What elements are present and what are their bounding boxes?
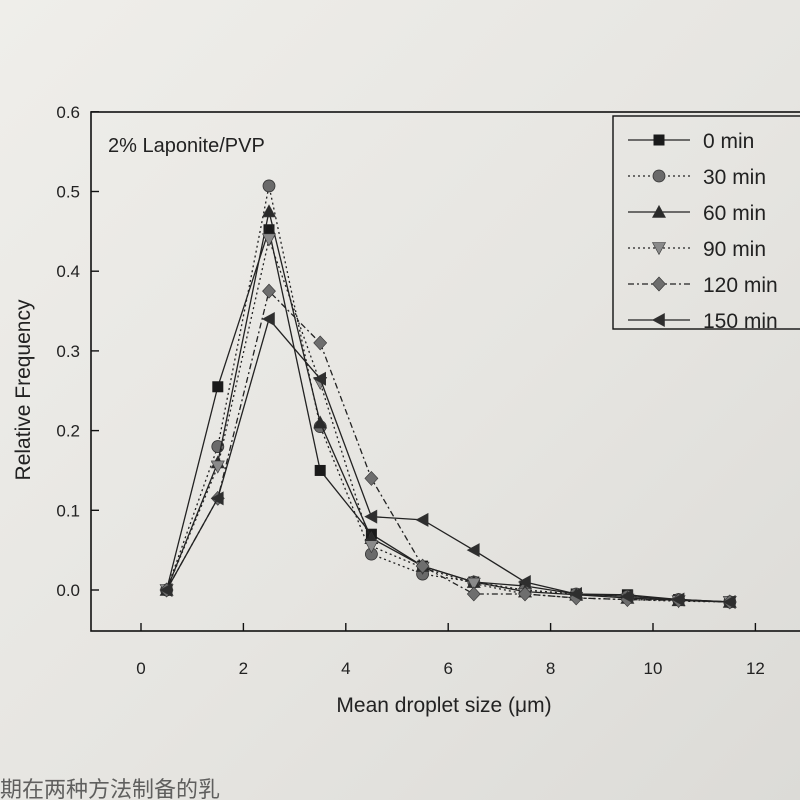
data-point — [364, 470, 379, 486]
data-point — [517, 575, 531, 590]
data-point — [261, 233, 277, 247]
data-point — [466, 577, 481, 591]
series-line — [165, 185, 730, 603]
legend-marker — [651, 312, 665, 328]
y-tick-label: 0.3 — [56, 342, 80, 361]
legend-marker — [651, 242, 667, 256]
data-point — [466, 586, 481, 602]
legend-label: 30 min — [703, 166, 766, 189]
data-point — [518, 586, 532, 602]
data-point — [262, 179, 276, 193]
data-point — [364, 509, 378, 524]
legend-marker — [652, 276, 666, 292]
data-point — [671, 592, 685, 607]
data-point — [263, 224, 275, 236]
legend-label: 60 min — [703, 202, 766, 225]
y-tick-label: 0.2 — [56, 422, 80, 441]
y-axis-title: Relative Frequency — [12, 299, 35, 480]
series-line — [166, 289, 730, 603]
data-point — [364, 540, 379, 554]
data-point — [210, 460, 225, 474]
data-point — [313, 335, 328, 351]
legend: 0 min 30 min 60 min 90 min 120 min 150 min — [612, 115, 800, 333]
x-tick-label: 4 — [341, 659, 350, 678]
y-tick-label: 0.0 — [56, 581, 80, 600]
series-line — [166, 317, 730, 603]
legend-marker — [651, 204, 667, 218]
footer-text: 期在两种方法制备的乳 — [0, 778, 221, 800]
x-tick-label: 10 — [644, 659, 663, 678]
series-150-min — [159, 312, 736, 609]
data-point — [466, 543, 480, 558]
data-point — [722, 594, 736, 609]
data-point — [261, 204, 277, 218]
series-120-min — [159, 283, 737, 610]
y-tick-label: 0.4 — [56, 262, 80, 281]
series-line — [165, 227, 730, 603]
chart-annotation: 2% Laponite/PVP — [108, 135, 265, 157]
series-0-min — [161, 224, 736, 608]
x-tick-label: 12 — [746, 659, 765, 678]
data-point — [314, 464, 326, 476]
data-point — [313, 371, 327, 386]
x-tick-label: 0 — [136, 659, 145, 678]
legend-label: 90 min — [703, 238, 766, 261]
legend-label: 120 min — [703, 274, 778, 297]
x-tick-label: 2 — [239, 659, 248, 678]
data-point — [569, 586, 583, 601]
data-point — [261, 312, 275, 327]
y-tick-label: 0.6 — [56, 103, 80, 122]
data-point — [262, 283, 276, 299]
data-point — [415, 558, 430, 574]
data-point — [415, 512, 429, 527]
data-point — [313, 415, 328, 429]
plot-frame — [90, 111, 800, 632]
x-axis-title: Mean droplet size (μm) — [336, 694, 551, 717]
series-30-min — [160, 179, 737, 609]
data-point — [212, 381, 224, 393]
legend-marker — [653, 134, 665, 146]
legend-label: 0 min — [703, 130, 754, 153]
x-tick-label: 6 — [443, 659, 452, 678]
y-tick-label: 0.1 — [56, 501, 80, 520]
data-point — [210, 491, 224, 506]
legend-marker — [652, 169, 666, 183]
legend-box — [612, 115, 800, 330]
series-90-min — [159, 233, 737, 610]
x-tick-label: 8 — [546, 659, 555, 678]
series-line — [165, 236, 730, 603]
series-line — [165, 211, 730, 603]
series-60-min — [159, 204, 737, 608]
data-point — [159, 582, 173, 598]
data-point — [620, 589, 634, 604]
legend-label: 150 min — [703, 310, 778, 333]
y-tick-label: 0.5 — [56, 183, 80, 202]
